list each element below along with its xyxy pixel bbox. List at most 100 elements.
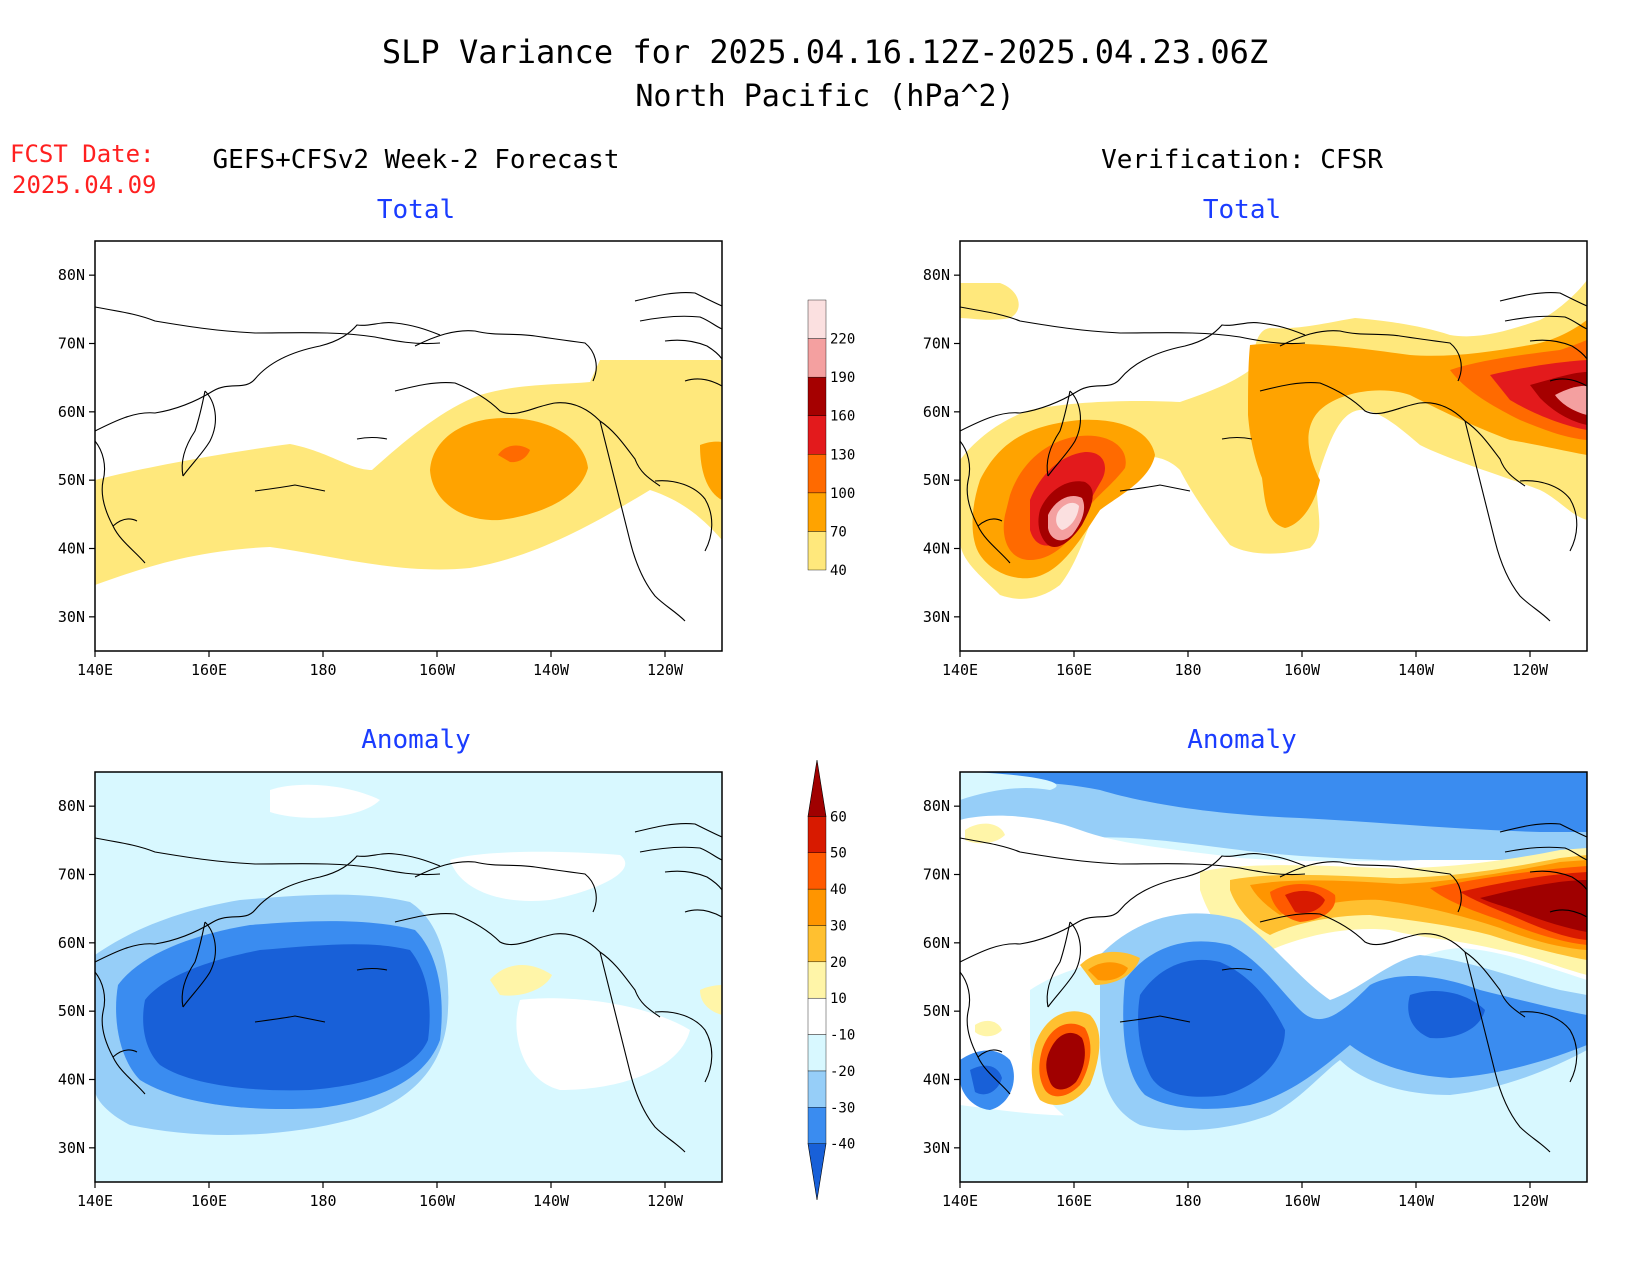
colorbar-total: 40 70 100 130 160 190 220 [807, 299, 855, 579]
lat-tick-label: 60N [58, 403, 85, 421]
coastline [960, 440, 1011, 564]
coastline [182, 390, 216, 477]
colorbar-label: 10 [830, 991, 847, 1007]
panel-verification-anomaly: 140E 160E 180 160W 140W 120W 30N 40N 50N 60N 70N 80… [923, 771, 1588, 1210]
lat-tick-label: 40N [58, 1071, 85, 1089]
lat-tick-label: 50N [58, 1002, 85, 1020]
coastline [654, 1011, 713, 1083]
lat-tick-label: 40N [58, 540, 85, 558]
panel-title-forecast-total: Total [377, 195, 455, 225]
contour-220 [1056, 502, 1079, 530]
colorbar-segment [807, 1107, 827, 1144]
lat-tick-label: 50N [923, 471, 950, 489]
lat-tick-label: 80N [923, 797, 950, 815]
colorbar-segment [807, 816, 827, 853]
coastline [634, 292, 722, 307]
colorbar-segment [807, 888, 827, 926]
lat-tick-label: 60N [923, 403, 950, 421]
colorbar-label: 40 [830, 882, 847, 898]
axes-verification-anomaly: 140E 160E 180 160W 140W 120W 30N 40N 50N 60N 70N 80… [923, 797, 1549, 1210]
colorbar-label: 50 [830, 846, 847, 862]
fcst-date-value: 2025.04.09 [12, 171, 157, 199]
coastline [112, 1049, 138, 1058]
coastline [1221, 436, 1253, 440]
fcst-date-label: FCST Date: [10, 140, 155, 168]
contour-40-west-arctic [960, 283, 1019, 320]
lat-tick-label: 30N [923, 1139, 950, 1157]
coastline [1464, 420, 1551, 622]
coastline [394, 913, 601, 953]
lon-tick-label: 160E [191, 1192, 227, 1210]
coastline [394, 382, 601, 422]
contour-neutral-north [270, 784, 380, 818]
coastline [1047, 390, 1081, 477]
main-subtitle: North Pacific (hPa^2) [635, 79, 1014, 114]
lon-tick-label: 140E [77, 661, 113, 679]
lat-tick-label: 30N [58, 1139, 85, 1157]
panel-title-verification-anomaly: Anomaly [1187, 725, 1297, 755]
coastline [654, 480, 713, 552]
contour-plus10-japan [975, 1020, 1002, 1037]
coastline [1529, 870, 1587, 891]
panel-verification-total: 140E 160E 180 160W 140W 120W 30N 40N 50N 60N 70N 80… [923, 240, 1588, 679]
coastline [1279, 330, 1462, 382]
frame-verification-anomaly [959, 771, 1588, 1183]
coastline [977, 1049, 1003, 1058]
lat-tick-label: 50N [58, 471, 85, 489]
coastline [684, 378, 722, 387]
coastline [181, 390, 206, 477]
frame-forecast-anomaly [94, 771, 723, 1183]
colorbar-segment [807, 759, 827, 817]
coastline [960, 322, 1306, 432]
contour-minus40 [1138, 959, 1285, 1097]
contour-plus10-east [700, 985, 722, 1015]
lon-tick-label: 140E [942, 661, 978, 679]
colorbar-segment [807, 1034, 827, 1072]
coastline [1504, 846, 1587, 861]
contour-minus40-west [970, 1065, 1002, 1095]
coastline [960, 971, 1011, 1095]
lat-tick-label: 60N [923, 934, 950, 952]
coastline [254, 484, 326, 492]
colorbar-segment [807, 492, 827, 532]
coastline [1221, 967, 1253, 971]
coastline [95, 971, 146, 1095]
lon-tick-label: 160W [1284, 1192, 1321, 1210]
contour-40 [95, 360, 722, 585]
coastline [414, 861, 597, 913]
axes-forecast-anomaly: 140E 160E 180 160W 140W 120W 30N 40N 50N 60N 70N 80… [58, 797, 684, 1210]
colorbar-label: -40 [830, 1137, 855, 1153]
coastline [1464, 420, 1526, 487]
colorbar-label: -10 [830, 1028, 855, 1044]
shading-verification-total [960, 280, 1587, 599]
lat-tick-label: 40N [923, 1071, 950, 1089]
coastline [960, 853, 1306, 963]
colorbar-label: -20 [830, 1064, 855, 1080]
lon-tick-label: 120W [1512, 661, 1549, 679]
coastline [95, 306, 441, 345]
lon-tick-label: 120W [647, 1192, 684, 1210]
colorbar-segment [807, 454, 827, 494]
coastline [960, 837, 1306, 876]
lon-tick-label: 160E [191, 661, 227, 679]
contour-plus10 [490, 964, 552, 996]
colorbar-segment [807, 415, 827, 455]
coastline [95, 440, 146, 564]
lon-tick-label: 180 [1174, 661, 1201, 679]
contour-minus10-nw [960, 772, 1057, 800]
coastline [960, 306, 1306, 345]
contour-plus60-kamchatka [1046, 1032, 1085, 1090]
lat-tick-label: 70N [923, 866, 950, 884]
coastline [1519, 480, 1578, 552]
colorbar-segment [807, 299, 827, 339]
colorbar-segment [807, 1143, 827, 1201]
contour-70-east [700, 441, 722, 500]
coastline [599, 951, 686, 1153]
colorbar-segment [807, 531, 827, 571]
colorbar-label: 20 [830, 955, 847, 971]
contour-100 [498, 445, 530, 463]
coastline [1464, 951, 1526, 1018]
panel-title-verification-total: Total [1203, 195, 1281, 225]
colorbar-label: 30 [830, 918, 847, 934]
axes-verification-total: 140E 160E 180 160W 140W 120W 30N 40N 50N 60N 70N 80… [923, 266, 1549, 679]
